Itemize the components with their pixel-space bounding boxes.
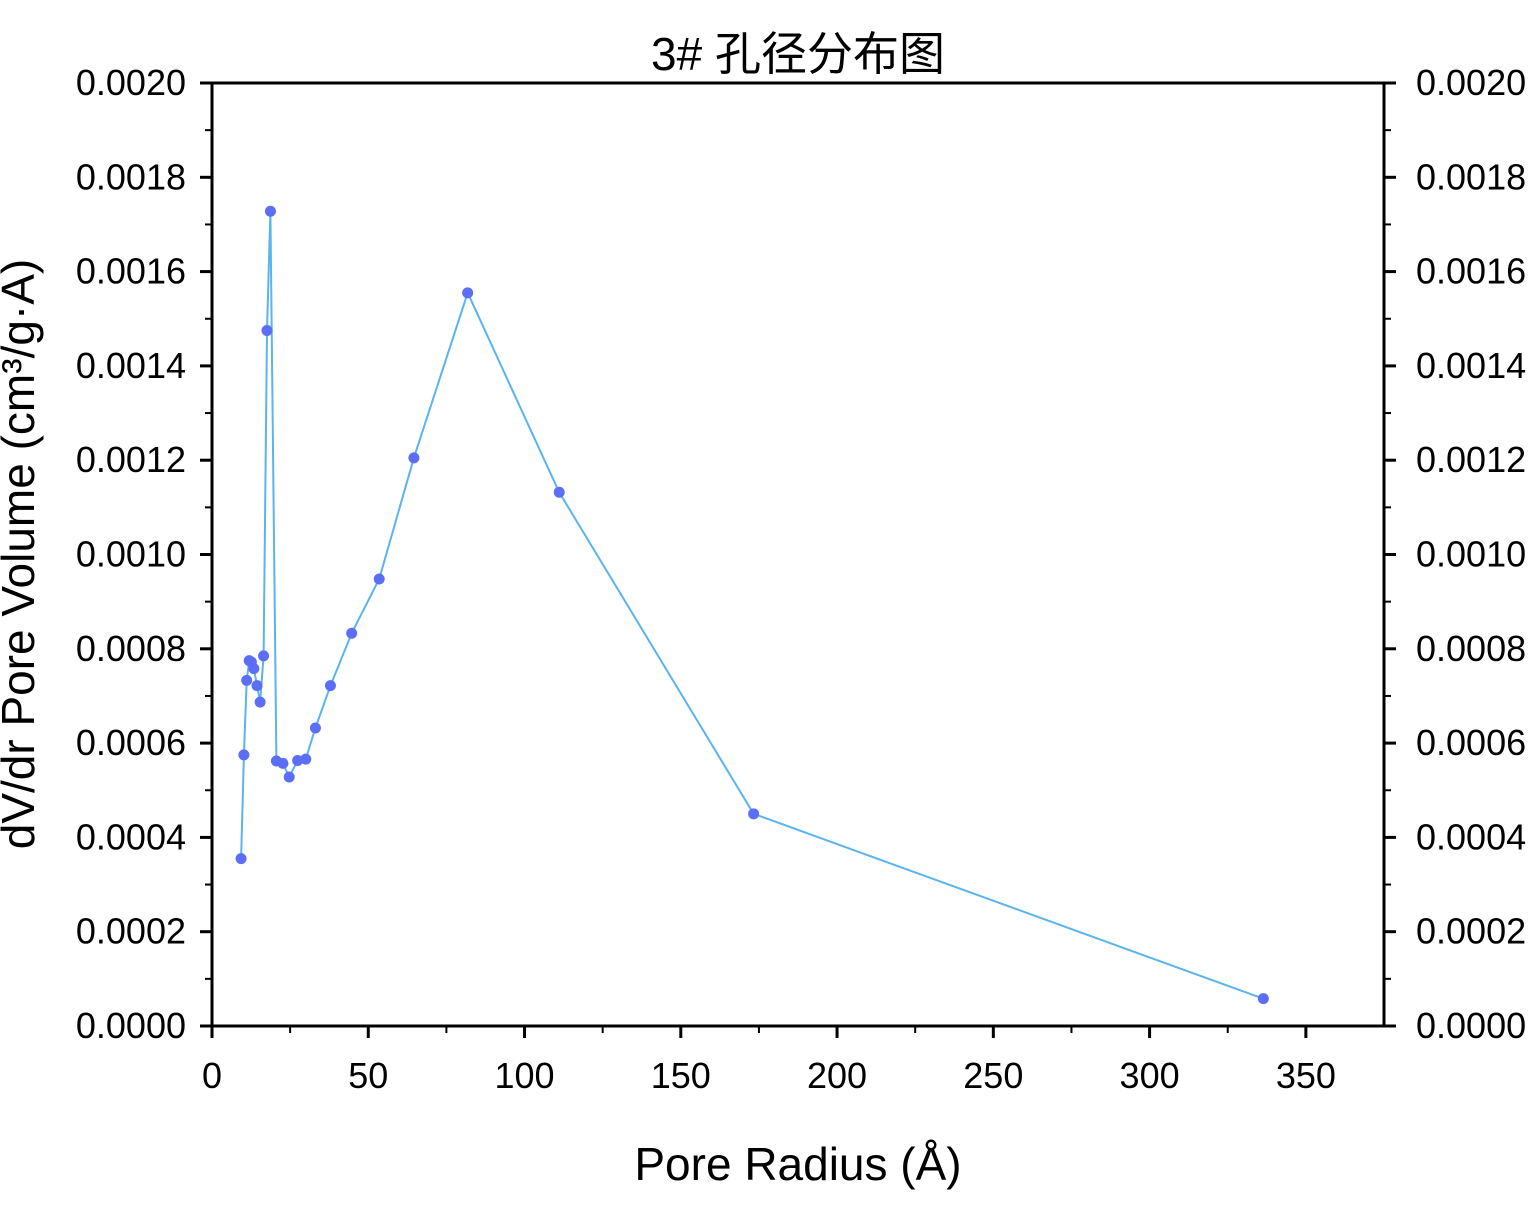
x-tick-label: 300 <box>1120 1055 1180 1096</box>
y-right-tick-label: 0.0004 <box>1416 816 1526 857</box>
data-point <box>553 486 565 498</box>
data-point <box>309 722 321 734</box>
y-tick-label: 0.0020 <box>76 62 186 103</box>
y-right-tick-label: 0.0016 <box>1416 251 1526 292</box>
y-right-tick-label: 0.0018 <box>1416 156 1526 197</box>
data-point <box>324 680 336 692</box>
data-point <box>258 650 270 662</box>
y-tick-label: 0.0018 <box>76 156 186 197</box>
y-right-tick-label: 0.0000 <box>1416 1005 1526 1046</box>
series-line <box>240 211 1264 1000</box>
y-tick-label: 0.0002 <box>76 911 186 952</box>
y-tick-label: 0.0012 <box>76 439 186 480</box>
y-right-tick-label: 0.0008 <box>1416 628 1526 669</box>
y-tick-label: 0.0000 <box>76 1005 186 1046</box>
x-axis-title: Pore Radius (Å) <box>634 1138 961 1190</box>
y-tick-label: 0.0016 <box>76 251 186 292</box>
data-point <box>1257 993 1269 1005</box>
y-axis-left: 0.0000 0.0002 0.0004 0.0006 0.0008 0.0010 0.00… <box>76 62 212 1046</box>
y-tick-label: 0.0004 <box>76 816 186 857</box>
data-point <box>408 452 420 464</box>
y-right-tick-label: 0.0002 <box>1416 911 1526 952</box>
data-point <box>251 680 263 692</box>
y-tick-label: 0.0006 <box>76 722 186 763</box>
y-tick-label: 0.0008 <box>76 628 186 669</box>
y-right-tick-label: 0.0014 <box>1416 345 1526 386</box>
data-point <box>462 287 474 299</box>
data-point <box>346 627 358 639</box>
series-markers <box>235 205 1269 1005</box>
x-tick-label: 150 <box>651 1055 711 1096</box>
data-point <box>248 663 260 675</box>
y-tick-label: 0.0010 <box>76 534 186 575</box>
data-point <box>261 325 273 337</box>
y-right-tick-label: 0.0012 <box>1416 439 1526 480</box>
data-point <box>238 749 250 761</box>
x-tick-label: 250 <box>963 1055 1023 1096</box>
y-right-tick-label: 0.0020 <box>1416 62 1526 103</box>
chart-title: 3# 孔径分布图 <box>651 28 945 80</box>
y-axis-right: 0.0000 0.0002 0.0004 0.0006 0.0008 0.0010 0.00… <box>1384 62 1526 1046</box>
data-point <box>373 573 385 585</box>
y-tick-label: 0.0014 <box>76 345 186 386</box>
x-tick-label: 350 <box>1276 1055 1336 1096</box>
y-right-tick-label: 0.0006 <box>1416 722 1526 763</box>
y-right-tick-label: 0.0010 <box>1416 534 1526 575</box>
y-axis-title: dV/dr Pore Volume (cm³/g·A) <box>0 259 44 850</box>
data-point <box>264 205 276 217</box>
x-tick-label: 0 <box>202 1055 222 1096</box>
x-tick-label: 200 <box>807 1055 867 1096</box>
data-point <box>254 696 266 708</box>
data-point <box>292 755 304 767</box>
x-axis: 0 50 100 150 200 250 300 350 <box>202 1026 1336 1096</box>
data-point <box>241 674 253 686</box>
x-tick-label: 100 <box>494 1055 554 1096</box>
data-point <box>748 808 760 820</box>
plot-frame <box>210 81 1386 1028</box>
x-tick-label: 50 <box>348 1055 388 1096</box>
data-point <box>277 757 289 769</box>
data-point <box>283 771 295 783</box>
data-point <box>300 753 312 765</box>
data-point <box>235 853 247 865</box>
